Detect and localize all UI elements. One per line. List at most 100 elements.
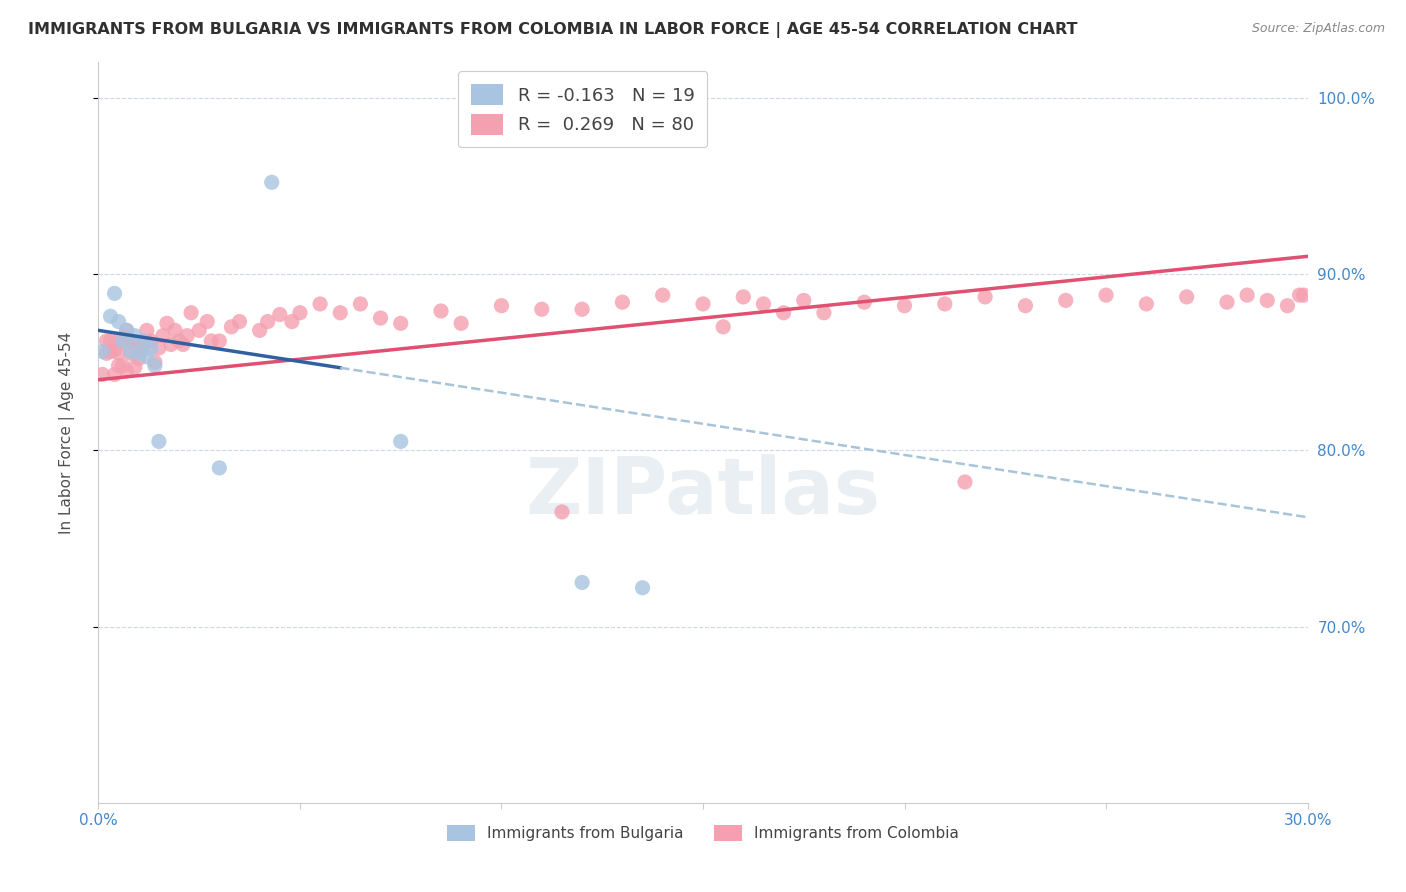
Point <box>107 346 129 360</box>
Point <box>163 323 186 337</box>
Point <box>1236 288 1258 302</box>
Point <box>115 364 138 378</box>
Point <box>221 319 243 334</box>
Point <box>692 297 714 311</box>
Point <box>228 315 250 329</box>
Point <box>281 315 304 329</box>
Point <box>156 316 179 330</box>
Point <box>160 337 183 351</box>
Point <box>107 334 129 348</box>
Point <box>612 295 634 310</box>
Point <box>1256 293 1278 308</box>
Point <box>124 360 146 375</box>
Point <box>120 334 142 348</box>
Point <box>934 297 956 311</box>
Legend: Immigrants from Bulgaria, Immigrants from Colombia: Immigrants from Bulgaria, Immigrants fro… <box>441 819 965 847</box>
Point <box>124 337 146 351</box>
Point <box>111 359 134 373</box>
Point <box>103 286 125 301</box>
Point <box>256 315 278 329</box>
Point <box>752 297 775 311</box>
Point <box>430 304 453 318</box>
Point <box>1014 299 1036 313</box>
Point <box>631 581 654 595</box>
Point <box>167 334 190 348</box>
Point <box>172 337 194 351</box>
Point <box>1277 299 1299 313</box>
Point <box>128 351 150 366</box>
Point <box>711 319 734 334</box>
Point <box>1292 288 1315 302</box>
Point <box>893 299 915 313</box>
Point <box>249 323 271 337</box>
Point <box>100 310 122 324</box>
Point <box>132 334 155 348</box>
Point <box>111 334 134 348</box>
Point <box>91 344 114 359</box>
Point <box>91 368 114 382</box>
Point <box>148 434 170 449</box>
Point <box>188 323 211 337</box>
Point <box>200 334 222 348</box>
Point <box>135 323 157 337</box>
Point <box>1175 290 1198 304</box>
Point <box>208 461 231 475</box>
Point <box>260 175 283 189</box>
Point <box>128 337 150 351</box>
Point <box>176 328 198 343</box>
Point <box>143 359 166 373</box>
Point <box>329 306 352 320</box>
Point <box>530 302 553 317</box>
Point <box>1054 293 1077 308</box>
Point <box>135 350 157 364</box>
Point <box>195 315 218 329</box>
Point <box>733 290 755 304</box>
Point <box>103 343 125 357</box>
Point <box>389 434 412 449</box>
Point <box>571 575 593 590</box>
Point <box>124 328 146 343</box>
Point <box>853 295 876 310</box>
Point <box>309 297 332 311</box>
Point <box>115 323 138 337</box>
Point <box>288 306 311 320</box>
Point <box>1135 297 1157 311</box>
Point <box>103 368 125 382</box>
Point <box>139 334 162 348</box>
Point <box>208 334 231 348</box>
Point <box>813 306 835 320</box>
Point <box>111 334 134 348</box>
Text: IMMIGRANTS FROM BULGARIA VS IMMIGRANTS FROM COLOMBIA IN LABOR FORCE | AGE 45-54 : IMMIGRANTS FROM BULGARIA VS IMMIGRANTS F… <box>28 22 1077 38</box>
Point <box>107 315 129 329</box>
Point <box>120 346 142 360</box>
Point <box>370 311 392 326</box>
Point <box>571 302 593 317</box>
Y-axis label: In Labor Force | Age 45-54: In Labor Force | Age 45-54 <box>59 332 75 533</box>
Text: Source: ZipAtlas.com: Source: ZipAtlas.com <box>1251 22 1385 36</box>
Point <box>180 306 202 320</box>
Point <box>120 344 142 359</box>
Point <box>148 341 170 355</box>
Point <box>551 505 574 519</box>
Point <box>107 359 129 373</box>
Point <box>152 328 174 343</box>
Point <box>139 341 162 355</box>
Point <box>953 475 976 489</box>
Point <box>450 316 472 330</box>
Text: ZIPatlas: ZIPatlas <box>526 454 880 530</box>
Point <box>100 334 122 348</box>
Point <box>491 299 513 313</box>
Point <box>143 355 166 369</box>
Point <box>115 323 138 337</box>
Point <box>132 343 155 357</box>
Point <box>349 297 371 311</box>
Point <box>96 346 118 360</box>
Point <box>96 334 118 348</box>
Point <box>793 293 815 308</box>
Point <box>389 316 412 330</box>
Point <box>1216 295 1239 310</box>
Point <box>651 288 673 302</box>
Point <box>128 346 150 360</box>
Point <box>100 344 122 359</box>
Point <box>974 290 997 304</box>
